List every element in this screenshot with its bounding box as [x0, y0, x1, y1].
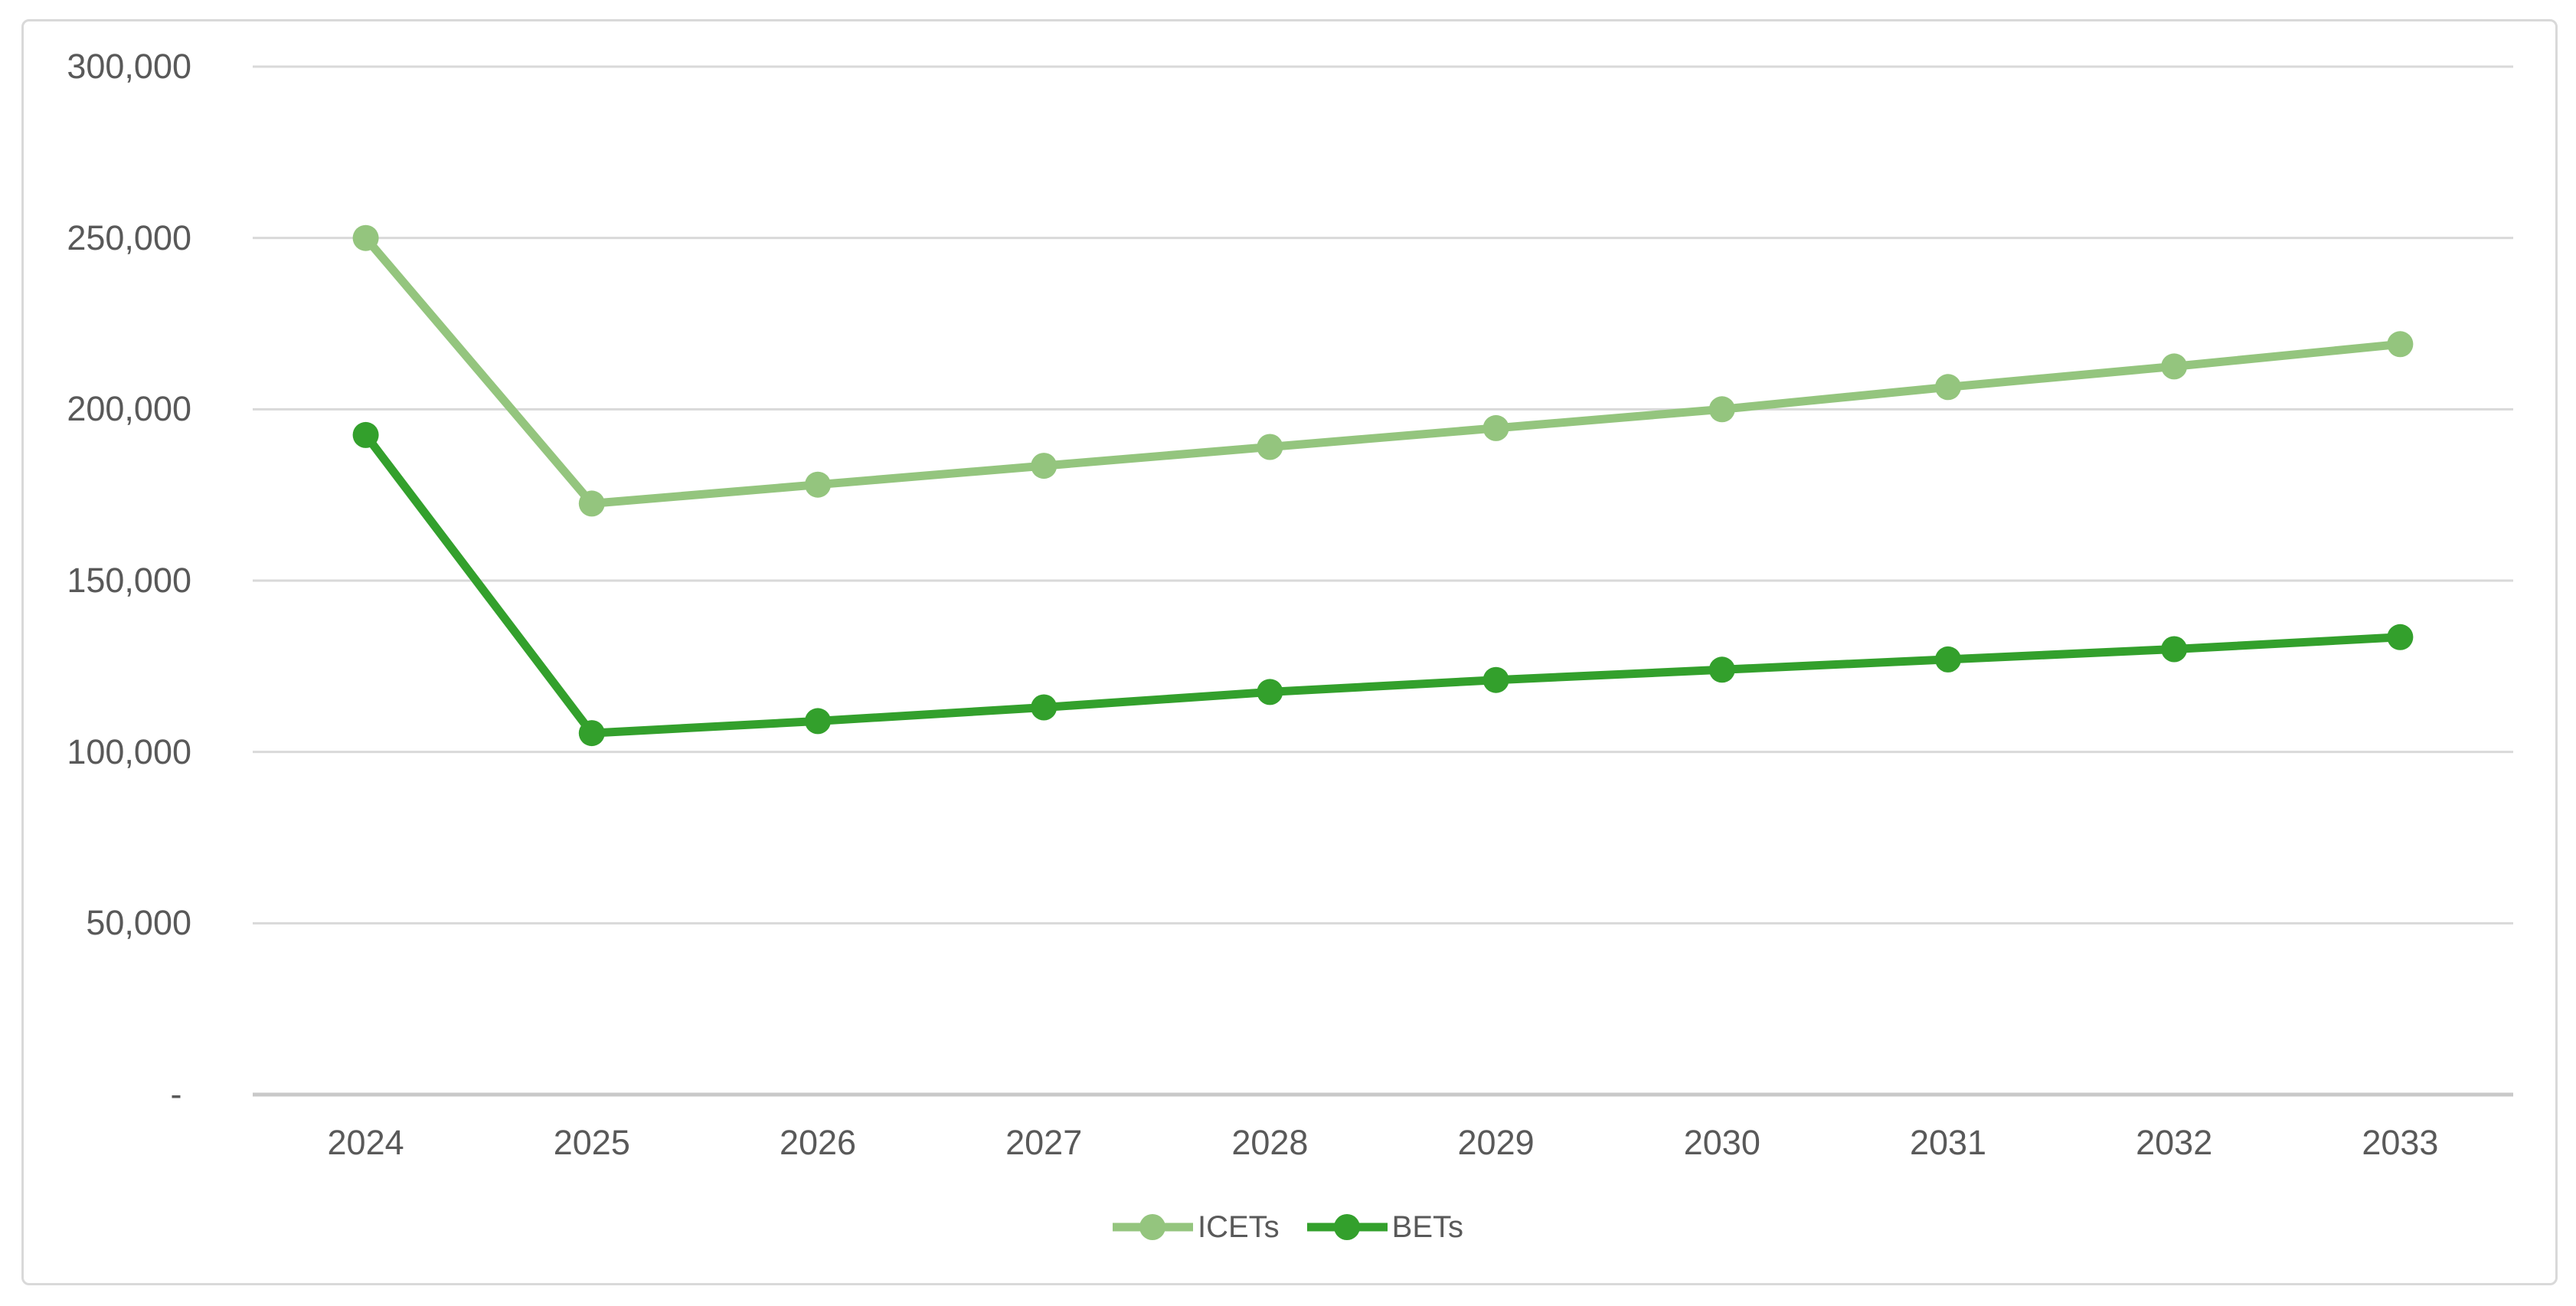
x-tick-label: 2028 — [1231, 1123, 1309, 1162]
x-tick-label: 2029 — [1457, 1123, 1535, 1162]
legend: ICETs BETs — [0, 1204, 2576, 1250]
legend-line-marker-icon — [1112, 1214, 1193, 1240]
series-marker-icets — [352, 224, 379, 251]
x-tick-label: 2032 — [2136, 1123, 2213, 1162]
legend-line-marker-icon — [1306, 1214, 1388, 1240]
series-marker-icets — [1935, 374, 1961, 401]
series-marker-icets — [2387, 331, 2414, 358]
series-marker-bets — [2387, 624, 2414, 650]
x-tick-label: 2025 — [553, 1123, 630, 1162]
y-tick-label: 50,000 — [86, 903, 191, 943]
legend-item-bets: BETs — [1306, 1209, 1464, 1245]
series-line-bets — [361, 430, 2404, 738]
series-marker-bets — [2161, 636, 2188, 663]
series-marker-bets — [1935, 646, 1961, 673]
legend-item-icets: ICETs — [1112, 1209, 1280, 1245]
y-tick-label: 150,000 — [67, 561, 191, 600]
series-marker-bets — [1257, 679, 1283, 705]
series-marker-bets — [1031, 694, 1058, 721]
series-marker-bets — [1708, 656, 1735, 683]
series-marker-icets — [1708, 396, 1735, 423]
x-tick-label: 2033 — [2362, 1123, 2439, 1162]
series-marker-icets — [1031, 453, 1058, 480]
series-line-icets — [361, 234, 2404, 508]
series-marker-bets — [578, 720, 605, 747]
series-marker-bets — [1483, 666, 1509, 693]
x-tick-label: 2031 — [1909, 1123, 1987, 1162]
legend-label: ICETs — [1197, 1209, 1280, 1244]
series-marker-bets — [805, 708, 831, 735]
x-tick-label: 2024 — [327, 1123, 404, 1162]
series-marker-icets — [578, 490, 605, 517]
series-marker-icets — [1483, 414, 1509, 441]
y-tick-label: 250,000 — [67, 218, 191, 257]
series-marker-icets — [1257, 434, 1283, 460]
series-marker-icets — [805, 471, 831, 498]
legend-label: BETs — [1391, 1209, 1464, 1244]
y-tick-label: 300,000 — [67, 47, 191, 86]
y-tick-label: 200,000 — [67, 389, 191, 429]
x-tick-label: 2026 — [779, 1123, 857, 1162]
y-tick-label: 100,000 — [67, 732, 191, 771]
x-tick-label: 2030 — [1683, 1123, 1760, 1162]
x-tick-label: 2027 — [1005, 1123, 1083, 1162]
series-marker-icets — [2161, 353, 2188, 380]
y-tick-label: - — [170, 1075, 191, 1114]
series-marker-bets — [352, 421, 379, 448]
